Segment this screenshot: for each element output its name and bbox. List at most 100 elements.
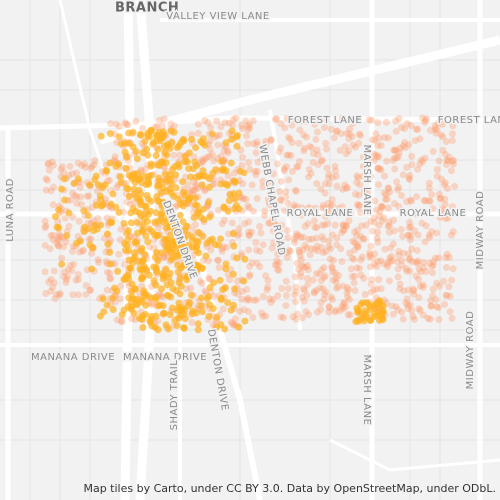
dot (313, 180, 321, 188)
dot (271, 220, 279, 228)
dot (81, 163, 89, 171)
dot (74, 291, 82, 299)
dot (383, 157, 391, 165)
dot (245, 231, 253, 239)
dot (249, 207, 257, 215)
dot (358, 253, 366, 261)
dot (144, 195, 152, 203)
dot (308, 235, 316, 243)
dot (296, 248, 304, 256)
dot (307, 169, 315, 177)
dot (320, 264, 328, 272)
dot (195, 208, 203, 216)
dot (374, 164, 382, 172)
dot (275, 148, 283, 156)
dot (198, 159, 206, 167)
dot (391, 165, 399, 173)
dot (249, 117, 257, 125)
dot (321, 221, 329, 229)
dot (403, 120, 411, 128)
dot (111, 153, 119, 161)
dot (97, 221, 105, 229)
dot (385, 185, 393, 193)
dot (120, 219, 128, 227)
dot (428, 228, 436, 236)
dot (60, 243, 68, 251)
dot (213, 117, 221, 125)
dot (349, 119, 357, 127)
dot (327, 245, 335, 253)
dot (71, 192, 79, 200)
dot (227, 159, 235, 167)
dot (418, 114, 426, 122)
dot (364, 300, 372, 308)
dot (292, 288, 300, 296)
street-label: ROYAL LANE (400, 208, 467, 219)
dot (279, 314, 287, 322)
dot (83, 192, 91, 200)
dot (332, 128, 340, 136)
dot (62, 276, 70, 284)
dot (267, 136, 275, 144)
dot (233, 142, 241, 150)
dot (347, 210, 355, 218)
dot (321, 180, 329, 188)
dot (386, 258, 394, 266)
dot (333, 234, 341, 242)
dot (304, 266, 312, 274)
dot (139, 124, 147, 132)
dot (244, 294, 252, 302)
dot (53, 291, 61, 299)
dot (246, 263, 254, 271)
dot (60, 169, 68, 177)
dot (416, 282, 424, 290)
dot (445, 153, 453, 161)
dot (248, 228, 256, 236)
dot (339, 221, 347, 229)
dot (374, 164, 382, 172)
dot (60, 175, 68, 183)
dot (346, 125, 354, 133)
dot (245, 159, 253, 167)
street-label: FOREST LANE (288, 115, 362, 126)
dot (177, 139, 185, 147)
dot (381, 172, 389, 180)
dot (442, 138, 450, 146)
dot (302, 133, 310, 141)
dot (210, 157, 218, 165)
dot (331, 269, 339, 277)
dot (409, 285, 417, 293)
dot (133, 155, 141, 163)
dot (327, 293, 335, 301)
dot (345, 295, 353, 303)
dot (438, 120, 446, 128)
dot (313, 146, 321, 154)
dot (253, 296, 261, 304)
dot (329, 268, 337, 276)
dot (441, 150, 449, 158)
dot (87, 286, 95, 294)
dot (373, 262, 381, 270)
dot (316, 284, 324, 292)
dot (314, 247, 322, 255)
dot (167, 127, 175, 135)
dot (446, 308, 454, 316)
dot (106, 269, 114, 277)
dot (305, 165, 313, 173)
dot (446, 292, 454, 300)
dot (239, 125, 247, 133)
dot (405, 250, 413, 258)
dot (304, 220, 312, 228)
dot (377, 203, 385, 211)
dot (276, 188, 284, 196)
dot (384, 222, 392, 230)
dot (41, 241, 49, 249)
dot (306, 251, 314, 259)
dot (293, 310, 301, 318)
dot (271, 200, 279, 208)
dot (263, 286, 271, 294)
dot (284, 206, 292, 214)
dot (42, 175, 50, 183)
dot (398, 207, 406, 215)
dot (295, 139, 303, 147)
